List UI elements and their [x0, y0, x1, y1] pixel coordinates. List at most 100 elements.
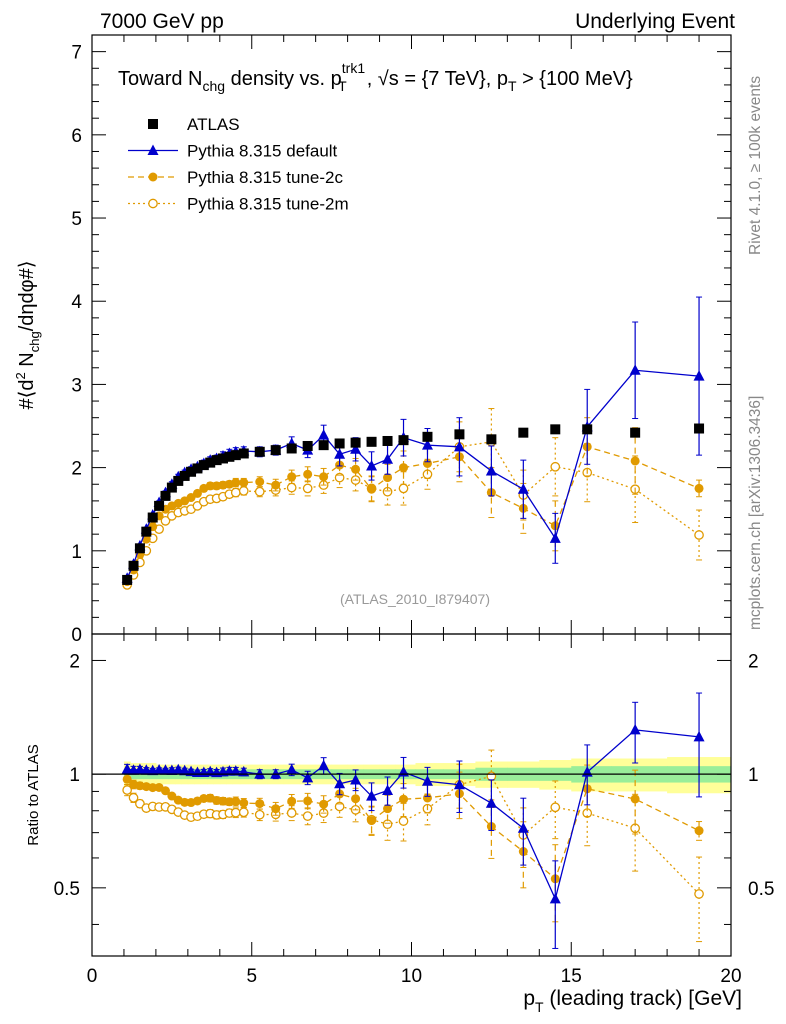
pythia-8-315-default-ratio-point: [254, 768, 266, 779]
pythia-8-315-tune-2m-ratio-point: [694, 889, 704, 899]
atlas-point: [366, 436, 377, 447]
pythia-8-315-tune-2c-ratio-point: [239, 798, 249, 808]
y-tick-label: 1: [71, 542, 82, 563]
atlas-point: [286, 443, 297, 454]
pythia-8-315-tune-2m-point: [230, 487, 241, 498]
pythia-8-315-tune-2c-ratio-point: [351, 794, 361, 804]
pythia-8-315-tune-2m-ratio-point: [254, 809, 265, 820]
pythia-8-315-tune-2c-ratio-point: [287, 796, 297, 806]
pythia-8-315-default-ratio-point: [382, 784, 394, 795]
analysis-watermark: (ATLAS_2010_I879407): [340, 591, 490, 607]
legend-label-pythia-8-315-default: Pythia 8.315 default: [187, 142, 338, 161]
atlas-point: [147, 512, 158, 523]
pythia-8-315-default-ratio-point: [286, 763, 298, 775]
pythia-8-315-default-point: [693, 370, 705, 381]
pythia-8-315-tune-2c-point: [694, 483, 704, 493]
pythia-8-315-tune-2c-point: [422, 458, 432, 468]
pythia-8-315-tune-2m-point: [302, 483, 313, 494]
legend-marker-pythia-8-315-tune-2c: [148, 172, 158, 182]
pythia-8-315-tune-2c-point: [141, 534, 151, 544]
pythia-8-315-tune-2m-ratio-point: [135, 798, 145, 809]
pythia-8-315-tune-2m-ratio-point: [230, 807, 241, 818]
pythia-8-315-tune-2c-ratio-point: [255, 799, 265, 809]
pythia-8-315-tune-2c-point: [383, 473, 393, 483]
legend-label-pythia-8-315-tune-2c: Pythia 8.315 tune-2c: [187, 168, 343, 187]
ratio-tick-label-right: 2: [748, 651, 759, 672]
pythia-8-315-tune-2m-ratio-point: [302, 811, 313, 821]
header-left: 7000 GeV pp: [100, 10, 224, 33]
pythia-8-315-tune-2c-ratio-point: [271, 804, 281, 814]
pythia-8-315-tune-2m-point: [160, 516, 171, 526]
pythia-8-315-default-point: [334, 448, 346, 459]
main-series-layer: [121, 296, 705, 590]
atlas-point: [128, 560, 139, 571]
pythia-8-315-default-point: [629, 364, 641, 375]
ratio-series-layer: [121, 692, 705, 949]
y-tick-label: 4: [71, 292, 82, 313]
pythia-8-315-tune-2c-ratio-point: [399, 794, 409, 804]
y-tick-label: 7: [71, 43, 82, 64]
pythia-8-315-tune-2m-point: [550, 461, 561, 472]
pythia-8-315-default-ratio-point: [693, 730, 705, 742]
pythia-8-315-tune-2c-point: [255, 477, 265, 487]
pythia-8-315-default-line: [126, 369, 700, 579]
pythia-8-315-default-ratio-point: [421, 775, 433, 786]
pythia-8-315-tune-2c-ratio-point: [148, 783, 158, 793]
atlas-point: [230, 450, 241, 461]
pythia-8-315-default-point: [366, 459, 378, 471]
atlas-point: [179, 470, 190, 481]
legend-label-atlas: ATLAS: [187, 115, 240, 134]
pythia-8-315-tune-2c-ratio-point: [367, 816, 377, 826]
atlas-point: [486, 434, 497, 445]
header-right: Underlying Event: [575, 10, 735, 33]
atlas-point: [186, 466, 197, 477]
legend-marker-pythia-8-315-tune-2m: [148, 198, 158, 209]
pythia-8-315-default-point: [350, 443, 362, 454]
pythia-8-315-default-ratio-point: [350, 773, 362, 785]
atlas-point: [582, 424, 593, 435]
pythia-8-315-default-ratio-point: [302, 771, 314, 783]
pythia-8-315-tune-2c-point: [205, 481, 215, 491]
pythia-8-315-tune-2m-ratio-point: [286, 808, 297, 818]
legend: ATLAS Pythia 8.315 default Pythia 8.315 tu…: [128, 115, 349, 214]
ratio-tick-label: 0.5: [54, 879, 80, 900]
pythia-8-315-tune-2m-point: [694, 530, 704, 540]
pythia-8-315-tune-2c-point: [186, 493, 196, 503]
pythia-8-315-default-ratio-point: [485, 797, 497, 808]
y-tick-label: 5: [71, 209, 82, 230]
pythia-8-315-default-point: [549, 532, 561, 543]
x-tick-label: 0: [87, 966, 98, 987]
pythia-8-315-tune-2c-point: [367, 484, 377, 494]
atlas-point: [422, 431, 433, 442]
pythia-8-315-default-point: [421, 439, 433, 450]
pythia-8-315-default-ratio-point: [517, 822, 529, 833]
atlas-point: [254, 446, 265, 457]
pythia-8-315-default-point: [517, 483, 529, 494]
x-tick-label: 15: [561, 966, 582, 987]
pythia-8-315-default-ratio-point: [230, 765, 242, 776]
atlas-point: [270, 445, 281, 456]
y-tick-label: 6: [71, 126, 82, 147]
pythia-8-315-tune-2c-point: [630, 456, 640, 466]
pythia-8-315-tune-2m-point: [398, 483, 409, 494]
atlas-point: [205, 457, 216, 468]
pythia-8-315-default-ratio-point: [270, 768, 282, 779]
atlas-point: [160, 490, 171, 501]
pythia-8-315-default-ratio-point: [334, 777, 346, 789]
x-axis-label: pT (leading track) [GeV]: [523, 987, 742, 1015]
y-tick-label: 2: [71, 459, 82, 480]
pythia-8-315-default-ratio-point: [172, 763, 184, 775]
legend-marker-pythia-8-315-default: [147, 144, 159, 155]
pythia-8-315-tune-2m-ratio-point: [382, 819, 393, 830]
x-tick-label: 20: [720, 966, 741, 987]
pythia-8-315-tune-2c-ratio-point: [180, 797, 190, 807]
atlas-point: [211, 455, 222, 466]
pythia-8-315-tune-2c-ratio-point: [694, 826, 704, 836]
atlas-point: [630, 427, 641, 438]
pythia-8-315-tune-2c-ratio-point: [630, 794, 640, 804]
ratio-tick-label-right: 1: [748, 765, 759, 786]
chart-title: Toward Nchg density vs. ptrk1 T, √s = {7 …: [118, 60, 633, 94]
atlas-point: [334, 438, 345, 449]
legend-label-pythia-8-315-tune-2m: Pythia 8.315 tune-2m: [187, 195, 349, 214]
pythia-8-315-tune-2c-point: [239, 478, 249, 488]
